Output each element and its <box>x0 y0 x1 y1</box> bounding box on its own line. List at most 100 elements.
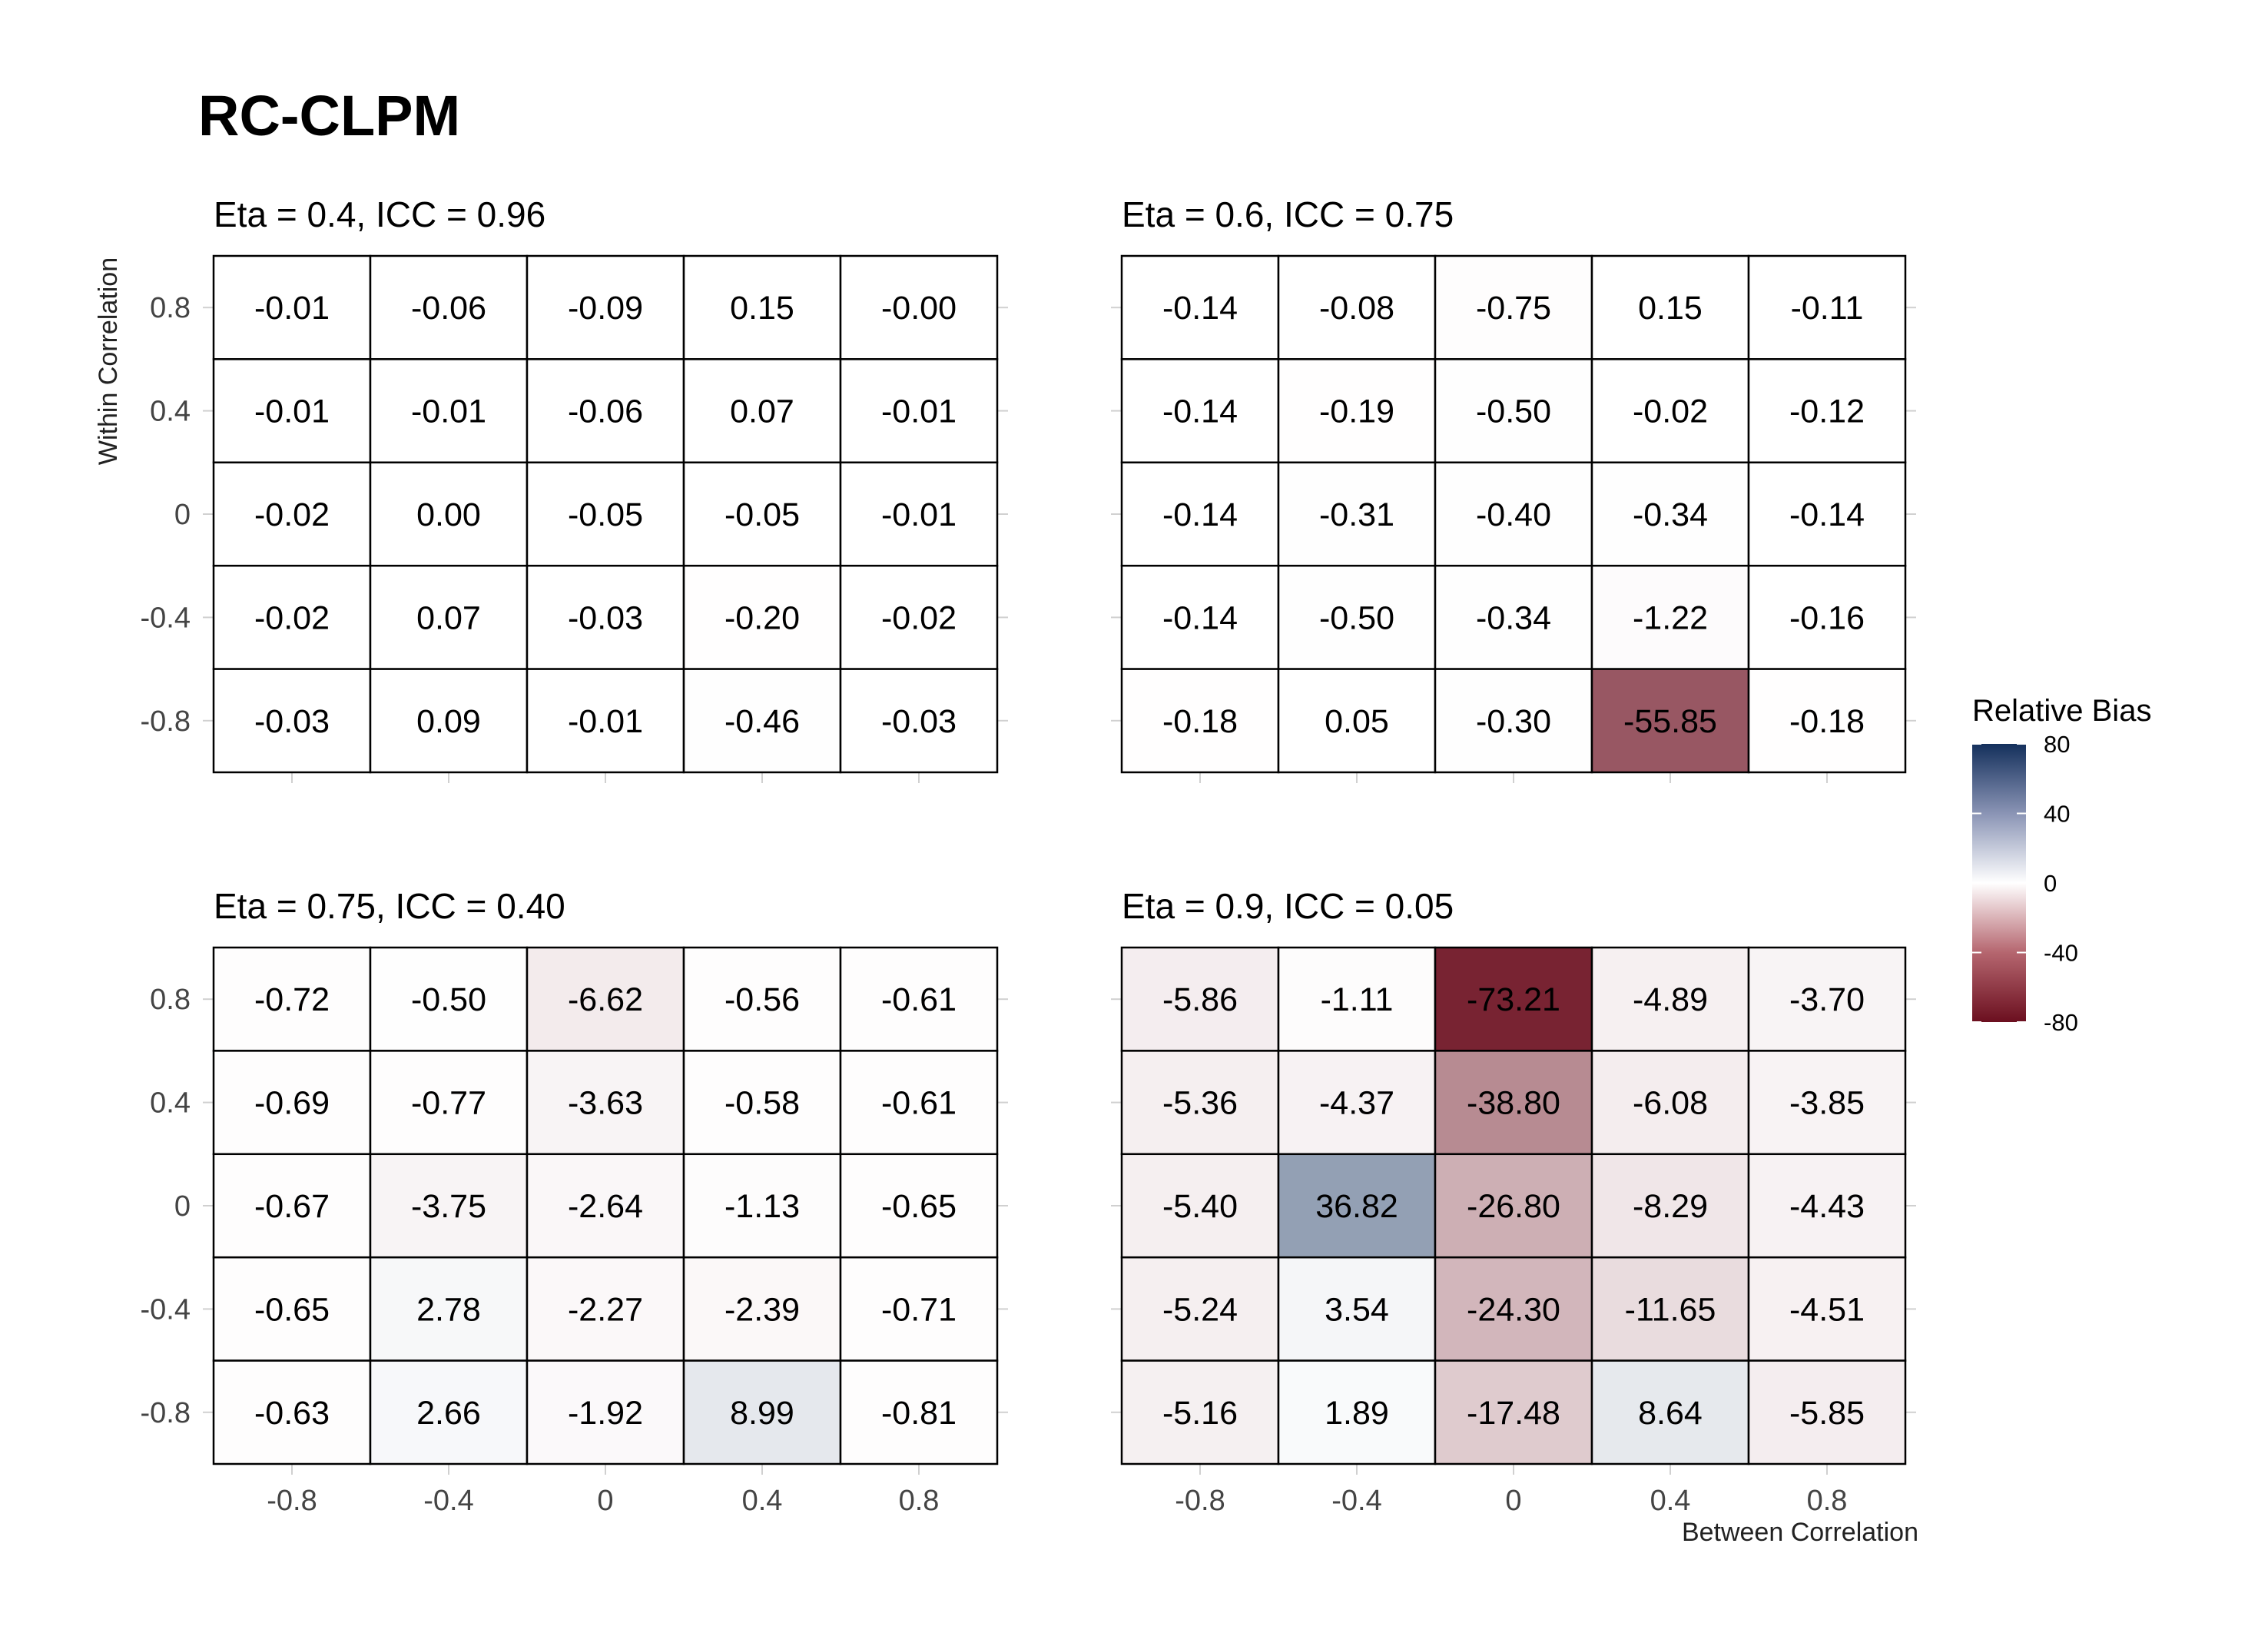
y-tick-label: 0.8 <box>150 292 191 324</box>
cell-value-label: -0.18 <box>1162 703 1238 740</box>
heatmap-cell <box>212 946 372 1052</box>
heatmap-cell <box>1120 358 1280 464</box>
cell-value-label: -0.30 <box>1476 703 1551 740</box>
heatmap-cell <box>682 1050 842 1156</box>
heatmap-cell <box>1434 358 1593 464</box>
heatmap-cell <box>1120 461 1280 567</box>
heatmap-cell <box>212 564 372 670</box>
x-axis-title: Between Correlation <box>1682 1518 1918 1547</box>
cell-value-label: -0.40 <box>1476 496 1551 533</box>
cell-value-label: -0.61 <box>881 1085 957 1122</box>
heatmap-cell <box>1747 668 1907 774</box>
cell-value-label: -5.16 <box>1162 1395 1238 1432</box>
cell-value-label: -0.50 <box>1476 393 1551 430</box>
cell-value-label: -8.29 <box>1633 1188 1708 1225</box>
cell-value-label: -0.03 <box>881 703 957 740</box>
cell-value-label: -3.85 <box>1789 1085 1865 1122</box>
cell-value-label: -0.81 <box>881 1395 957 1432</box>
y-tick-label: 0.8 <box>150 984 191 1016</box>
heatmap-cell <box>839 668 999 774</box>
x-tick-label: -0.4 <box>1331 1485 1381 1517</box>
cell-value-label: -0.14 <box>1789 496 1865 533</box>
heatmap-cell <box>839 1050 999 1156</box>
heatmap-cell <box>1747 254 1907 360</box>
cell-value-label: -0.12 <box>1789 393 1865 430</box>
heatmap-cell <box>1590 1359 1750 1465</box>
x-tick-label: 0 <box>597 1485 613 1517</box>
cell-value-label: -55.85 <box>1623 703 1717 740</box>
heatmap-cell <box>1120 564 1280 670</box>
cell-value-label: -2.64 <box>568 1188 643 1225</box>
heatmap-cell <box>369 1359 529 1465</box>
heatmap-cell <box>1747 946 1907 1052</box>
heatmap-cell <box>1120 254 1280 360</box>
heatmap-cell <box>839 461 999 567</box>
y-tick-label: -0.4 <box>141 602 191 634</box>
cell-value-label: -4.43 <box>1789 1188 1865 1225</box>
panels-layer: Eta = 0.4, ICC = 0.96 -0.01 -0.06 -0.09 0.15… <box>141 194 1916 1517</box>
cell-value-label: 8.99 <box>730 1395 794 1432</box>
cell-value-label: -26.80 <box>1467 1188 1560 1225</box>
legend-tick-label: -80 <box>2044 1009 2078 1036</box>
legend-tick-label: 80 <box>2044 731 2070 758</box>
cell-value-label: -5.86 <box>1162 981 1238 1018</box>
cell-value-label: 0.07 <box>416 599 481 636</box>
heatmap-cell <box>839 1153 999 1259</box>
cell-value-label: -4.37 <box>1319 1085 1394 1122</box>
cell-value-label: -0.01 <box>568 703 643 740</box>
y-tick-label: 0.4 <box>150 396 191 428</box>
heatmap-cell <box>1747 1153 1907 1259</box>
heatmap-cell <box>1747 1359 1907 1465</box>
y-tick-label: 0 <box>174 1190 191 1223</box>
legend-ticks: 80 40 0 -40 -80 <box>1972 731 2078 1036</box>
y-tick-label: 0.4 <box>150 1087 191 1120</box>
cell-value-label: -0.61 <box>881 981 957 1018</box>
cell-value-label: -0.34 <box>1476 599 1551 636</box>
legend-tick-label: 0 <box>2044 870 2057 897</box>
cell-value-label: -0.50 <box>1319 599 1394 636</box>
cell-value-label: 0.00 <box>416 496 481 533</box>
heatmap-cell <box>682 1359 842 1465</box>
panel-title: Eta = 0.9, ICC = 0.05 <box>1122 886 1454 926</box>
cell-value-label: -3.70 <box>1789 981 1865 1018</box>
legend-title: Relative Bias <box>1972 694 2151 728</box>
cell-value-label: 2.78 <box>416 1291 481 1328</box>
cell-value-label: -0.11 <box>1791 290 1864 327</box>
y-axis-title: Within Correlation <box>94 257 123 465</box>
x-tick-label: -0.4 <box>423 1485 473 1517</box>
cell-value-label: -0.67 <box>254 1188 330 1225</box>
cell-value-label: -0.65 <box>254 1291 330 1328</box>
heatmap-cell <box>1590 1153 1750 1259</box>
heatmap-panel: Eta = 0.4, ICC = 0.96 -0.01 -0.06 -0.09 0.15… <box>141 194 1008 783</box>
heatmap-cell <box>1277 1050 1437 1156</box>
heatmap-cell <box>839 1359 999 1465</box>
heatmap-cell <box>682 461 842 567</box>
cell-value-label: -0.14 <box>1162 290 1238 327</box>
heatmap-cell <box>682 254 842 360</box>
heatmap-cell <box>526 1050 685 1156</box>
heatmap-cell <box>1747 358 1907 464</box>
cell-value-label: -0.14 <box>1162 496 1238 533</box>
cell-value-label: -0.50 <box>411 981 486 1018</box>
cell-value-label: -1.13 <box>724 1188 800 1225</box>
heatmap-cell <box>1120 1359 1280 1465</box>
cell-value-label: 0.09 <box>416 703 481 740</box>
heatmap-cell <box>369 946 529 1052</box>
heatmap-cell <box>1277 946 1437 1052</box>
cell-value-label: -0.06 <box>568 393 643 430</box>
y-tick-label: 0 <box>174 499 191 531</box>
cell-value-label: 0.05 <box>1325 703 1389 740</box>
heatmap-cell <box>1747 461 1907 567</box>
heatmap-cell <box>526 254 685 360</box>
panel-title: Eta = 0.75, ICC = 0.40 <box>214 886 565 926</box>
cell-value-label: 36.82 <box>1315 1188 1398 1225</box>
heatmap-cell <box>1590 668 1750 774</box>
cell-value-label: -0.01 <box>881 393 957 430</box>
cell-value-label: -0.16 <box>1789 599 1865 636</box>
cell-value-label: -0.14 <box>1162 393 1238 430</box>
heatmap-cell <box>1434 564 1593 670</box>
heatmap-cell <box>212 254 372 360</box>
heatmap-cell <box>682 668 842 774</box>
chart-title: RC-CLPM <box>198 84 461 148</box>
